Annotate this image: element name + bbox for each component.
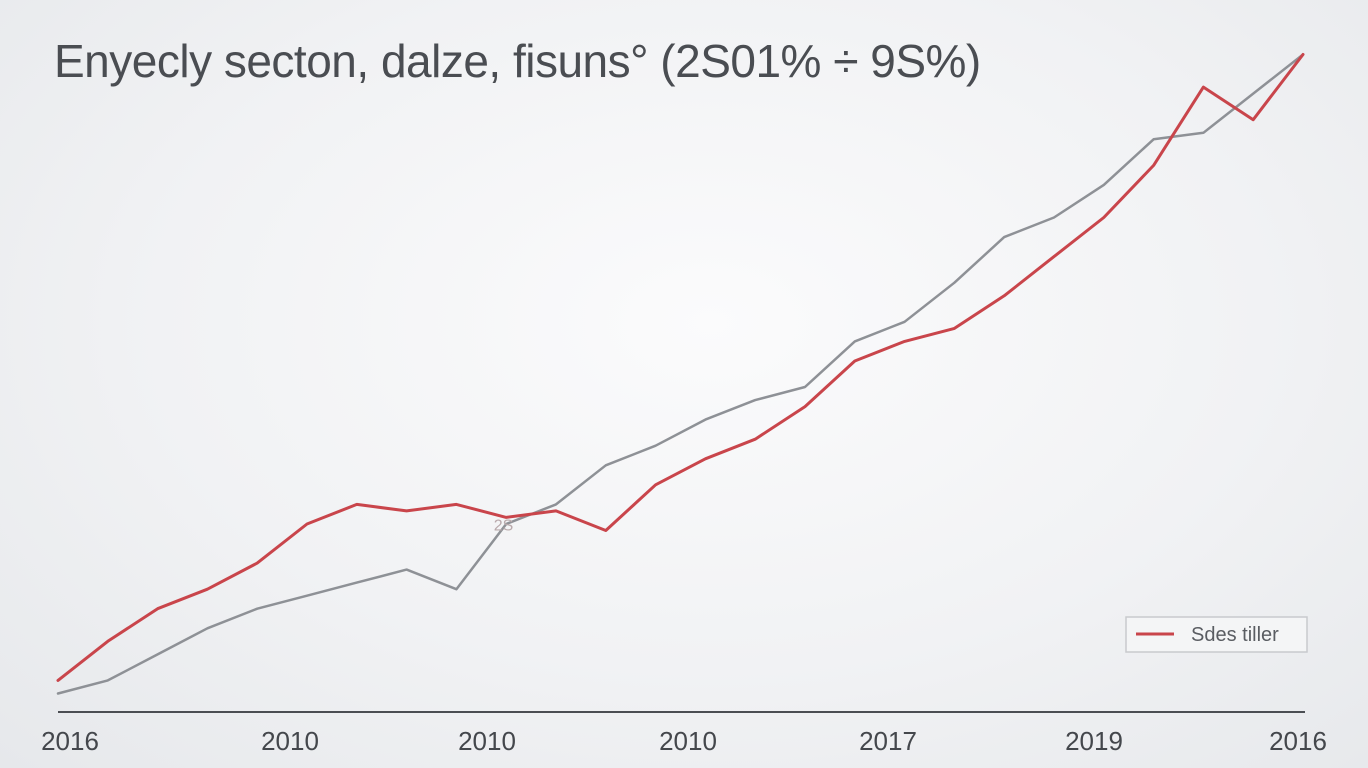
- series-line-1: [56, 53, 1305, 682]
- chart-title: Enyecly secton, dalze, fisuns° (2S01% ÷ …: [54, 35, 981, 87]
- x-tick-label: 2016: [41, 726, 99, 756]
- x-tick-label: 2019: [1065, 726, 1123, 756]
- x-tick-label: 2010: [659, 726, 717, 756]
- x-tick-label: 2010: [458, 726, 516, 756]
- x-tick-label: 2017: [859, 726, 917, 756]
- series-line-2: [56, 53, 1305, 695]
- legend-entry-label: Sdes tiller: [1191, 624, 1279, 646]
- x-tick-label: 2016: [1269, 726, 1327, 756]
- x-tick-label: 2010: [261, 726, 319, 756]
- annotation-1: 2S: [494, 517, 514, 534]
